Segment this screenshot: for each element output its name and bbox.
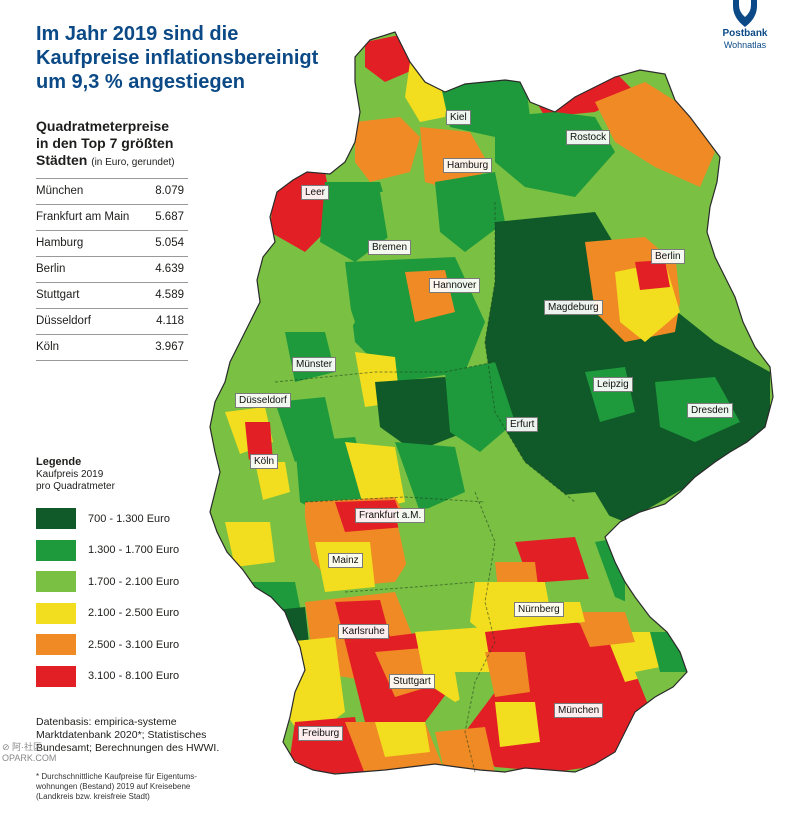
watermark: ⊘ 阿·社区 OPARK.COM xyxy=(2,742,56,764)
city-label-frankfurt: Frankfurt a.M. xyxy=(355,508,426,523)
city-label-hannover: Hannover xyxy=(429,278,481,293)
price-row-value: 5.687 xyxy=(155,211,184,223)
source-line-2: Marktdatenbank 2020*; Statistisches xyxy=(36,729,207,741)
price-heading-note: (in Euro, gerundet) xyxy=(91,157,175,168)
price-heading-line-3: Städten xyxy=(36,152,88,168)
city-label-mainz: Mainz xyxy=(328,553,363,568)
price-table-heading: Quadratmeterpreise in den Top 7 größten … xyxy=(36,118,188,171)
price-row-city: Berlin xyxy=(36,263,66,275)
watermark-line-1: ⊘ 阿·社区 xyxy=(2,742,43,752)
legend-swatch xyxy=(36,602,76,624)
legend-swatch xyxy=(36,508,76,530)
map-legend: Legende Kaufpreis 2019 pro Quadratmeter … xyxy=(36,456,196,692)
legend-label: 3.100 - 8.100 Euro xyxy=(88,670,180,683)
legend-item: 700 - 1.300 Euro xyxy=(36,503,196,535)
price-row: Hamburg 5.054 xyxy=(36,231,188,257)
legend-item: 1.700 - 2.100 Euro xyxy=(36,566,196,598)
data-source: Datenbasis: empirica-systeme Marktdatenb… xyxy=(36,716,236,755)
legend-label: 2.100 - 2.500 Euro xyxy=(88,607,180,620)
city-label-nuernberg: Nürnberg xyxy=(514,602,564,617)
price-heading-line-1: Quadratmeterpreise xyxy=(36,118,170,134)
source-line-3: Bundesamt; Berechnungen des HWWI. xyxy=(36,742,220,754)
city-label-hamburg: Hamburg xyxy=(443,158,493,173)
title-line-1: Im Jahr 2019 sind die xyxy=(36,23,239,45)
price-row-value: 5.054 xyxy=(155,237,184,249)
germany-map xyxy=(195,22,785,817)
city-label-kiel: Kiel xyxy=(446,110,471,125)
city-label-magdeburg: Magdeburg xyxy=(544,300,603,315)
price-row-city: Frankfurt am Main xyxy=(36,211,130,223)
page-title: Im Jahr 2019 sind die Kaufpreise inflati… xyxy=(36,22,318,94)
city-label-leer: Leer xyxy=(301,185,330,200)
price-row-value: 4.589 xyxy=(155,289,184,301)
brand-logo: Postbank Wohnatlas xyxy=(690,0,800,60)
legend-item: 3.100 - 8.100 Euro xyxy=(36,661,196,693)
legend-swatch xyxy=(36,665,76,687)
price-heading-line-2: in den Top 7 größten xyxy=(36,135,174,151)
footnote-line-2: wohnungen (Bestand) 2019 auf Kreisebene xyxy=(36,782,191,791)
brand-sub: Wohnatlas xyxy=(723,40,767,50)
city-label-erfurt: Erfurt xyxy=(506,417,539,432)
title-line-3: um 9,3 % angestiegen xyxy=(36,71,245,93)
city-label-karlsruhe: Karlsruhe xyxy=(338,624,389,639)
legend-swatch xyxy=(36,539,76,561)
legend-sub-1: Kaufpreis 2019 xyxy=(36,469,104,480)
legend-swatch xyxy=(36,571,76,593)
footnote-line-3: (Landkreis bzw. kreisfreie Stadt) xyxy=(36,792,150,801)
city-label-freiburg: Freiburg xyxy=(298,726,344,741)
price-row-city: Hamburg xyxy=(36,237,84,249)
city-label-rostock: Rostock xyxy=(566,130,611,145)
price-row-value: 8.079 xyxy=(155,185,184,197)
city-label-bremen: Bremen xyxy=(368,240,412,255)
city-label-duesseldorf: Düsseldorf xyxy=(235,393,291,408)
legend-label: 1.300 - 1.700 Euro xyxy=(88,544,180,557)
price-row-city: München xyxy=(36,185,84,197)
city-label-koeln: Köln xyxy=(250,454,279,469)
legend-item: 2.500 - 3.100 Euro xyxy=(36,629,196,661)
price-row-city: Stuttgart xyxy=(36,289,80,301)
legend-swatch xyxy=(36,634,76,656)
price-row: Köln 3.967 xyxy=(36,335,188,361)
price-table: München 8.079 Frankfurt am Main 5.687 Hambur… xyxy=(36,178,188,361)
legend-item: 2.100 - 2.500 Euro xyxy=(36,598,196,630)
state-borders xyxy=(274,202,576,773)
legend-items: 700 - 1.300 Euro 1.300 - 1.700 Euro 1.700 … xyxy=(36,503,196,692)
legend-label: 2.500 - 3.100 Euro xyxy=(88,638,180,651)
legend-label: 1.700 - 2.100 Euro xyxy=(88,575,180,588)
legend-label: 700 - 1.300 Euro xyxy=(88,512,170,525)
city-label-stuttgart: Stuttgart xyxy=(389,674,435,689)
brand-name: Postbank xyxy=(722,28,768,39)
legend-sub-2: pro Quadratmeter xyxy=(36,481,115,492)
city-label-berlin: Berlin xyxy=(651,249,685,264)
price-row: Düsseldorf 4.118 xyxy=(36,309,188,335)
price-table-block: Quadratmeterpreise in den Top 7 größten … xyxy=(36,118,188,361)
postbank-pin-icon xyxy=(733,0,757,27)
watermark-line-2: OPARK.COM xyxy=(2,753,57,763)
price-row-value: 4.118 xyxy=(156,315,184,327)
footnote-line-1: * Durchschnittliche Kaufpreise für Eigen… xyxy=(36,772,197,781)
price-row-city: Düsseldorf xyxy=(36,315,91,327)
price-row-value: 3.967 xyxy=(155,341,184,353)
price-row-value: 4.639 xyxy=(155,263,184,275)
footnote: * Durchschnittliche Kaufpreise für Eigen… xyxy=(36,772,236,802)
legend-item: 1.300 - 1.700 Euro xyxy=(36,535,196,567)
city-label-muenchen: München xyxy=(554,703,604,718)
price-row: München 8.079 xyxy=(36,179,188,205)
title-line-2: Kaufpreise inflationsbereinigt xyxy=(36,47,319,69)
city-label-dresden: Dresden xyxy=(687,403,733,418)
price-row: Stuttgart 4.589 xyxy=(36,283,188,309)
germany-outline xyxy=(209,31,774,775)
city-label-leipzig: Leipzig xyxy=(593,377,633,392)
source-line-1: Datenbasis: empirica-systeme xyxy=(36,716,177,728)
city-label-muenster: Münster xyxy=(292,357,337,372)
price-row: Frankfurt am Main 5.687 xyxy=(36,205,188,231)
price-row: Berlin 4.639 xyxy=(36,257,188,283)
price-row-city: Köln xyxy=(36,341,60,353)
legend-title: Legende xyxy=(36,456,82,468)
